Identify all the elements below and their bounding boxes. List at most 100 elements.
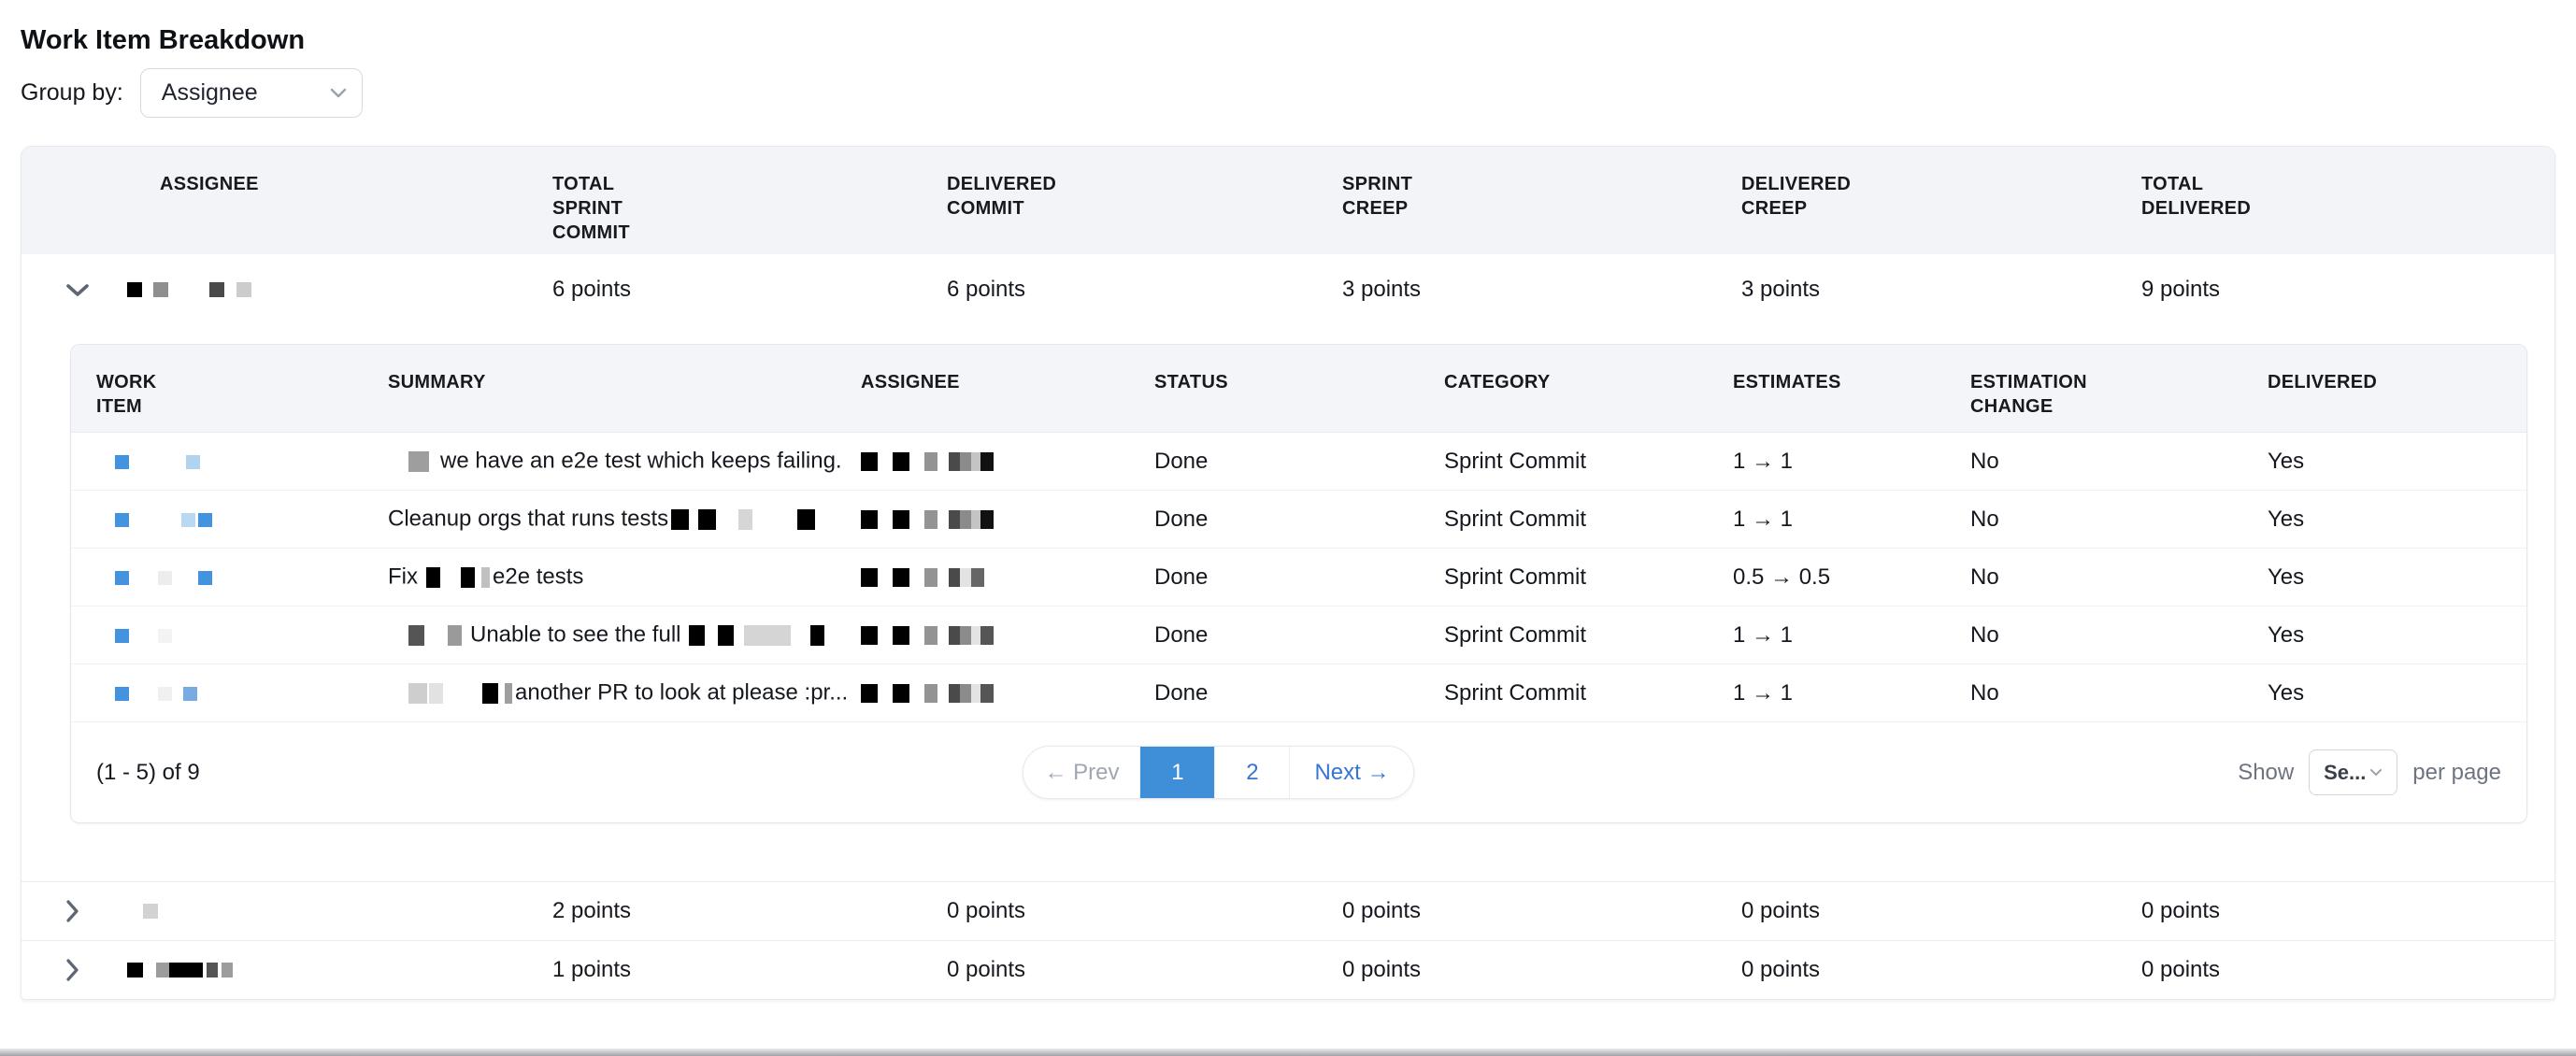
work-item-estimates: 1 → 1 [1733,679,1794,706]
col-header-delivered: Delivered [2268,372,2378,392]
work-item-estimates: 1 → 1 [1733,448,1794,474]
assignee-name-redacted [127,903,552,920]
work-item-status: Done [1154,564,1209,590]
work-item-status: Done [1154,679,1209,706]
work-item-estimation-change: No [1970,506,1999,532]
work-item-summary: we have an e2e test which keeps failing. [388,448,861,475]
col-header-status: Status [1154,372,1228,392]
work-item-assignee-redacted [861,622,1154,649]
work-item-estimates: 0.5 → 0.5 [1733,564,1831,590]
col-header-assignee: Assignee [861,372,960,392]
sprint-creep-value: 0 points [1342,898,1422,923]
collapse-group-button[interactable] [21,282,127,298]
page-title: Work Item Breakdown [21,25,306,55]
work-item-summary: Fix e2e tests [388,564,584,590]
col-header-summary: Summary [388,372,486,392]
work-item-type-icons [96,507,388,533]
work-item-breakdown-table: Assignee Total Sprint Commit Delivered C… [21,146,2555,1000]
page-size-controls: Show Se... per page [2238,749,2501,795]
expand-group-button[interactable] [21,957,127,983]
per-page-label: per page [2412,759,2501,785]
subtable-header: Work Item Summary Assignee Status Catego… [71,345,2526,433]
pagination-pill: ← Prev 1 2 Next → [1023,746,1415,799]
work-item-summary: another PR to look at please :pr... [388,679,861,706]
work-item-summary: Unable to see the full [388,621,861,649]
group-row[interactable]: 2 points 0 points 0 points 0 points 0 po… [21,881,2555,940]
group-by-value: Assignee [161,79,258,106]
sprint-creep-value: 0 points [1342,957,1422,982]
work-item-assignee-redacted [861,449,1154,475]
group-row[interactable]: 6 points 6 points 3 points 3 points 9 po… [21,254,2555,325]
work-items-subtable: Work Item Summary Assignee Status Catego… [70,344,2527,823]
group-by-select[interactable]: Assignee [139,68,363,118]
chevron-down-icon [2369,768,2383,777]
work-item-assignee-redacted [861,564,1154,591]
expand-group-button[interactable] [21,898,127,924]
work-item-summary: Cleanup orgs that runs tests [388,506,861,533]
pagination-range-label: (1 - 5) of 9 [96,759,200,785]
page-size-value: Se... [2324,760,2367,784]
work-item-breakdown-page: Work Item Breakdown Group by: Assignee A… [0,24,2576,1056]
outer-table-header: Assignee Total Sprint Commit Delivered C… [21,147,2555,254]
work-item-category: Sprint Commit [1444,448,1587,474]
delivered-commit-value: 0 points [947,957,1026,982]
work-item-row: Fix e2e tests Done Sprint Commit 0.5 → 0.… [71,549,2526,606]
chevron-right-icon [64,957,80,983]
col-header-total-sprint-commit: Total Sprint Commit [552,174,630,243]
page-1-button[interactable]: 1 [1139,747,1215,798]
group-by-label: Group by: [21,79,123,106]
work-item-delivered: Yes [2268,506,2305,532]
work-item-status: Done [1154,621,1209,648]
total-sprint-commit-value: 6 points [552,277,632,302]
work-item-type-icons [96,449,388,475]
work-item-assignee-redacted [861,507,1154,533]
total-sprint-commit-value: 2 points [552,898,632,923]
header-spacer [21,147,127,172]
col-header-sprint-creep: Sprint Creep [1342,174,1413,219]
group-by-row: Group by: Assignee [21,68,2576,118]
delivered-commit-value: 0 points [947,898,1026,923]
prev-page-button[interactable]: ← Prev [1023,747,1140,798]
work-item-row: another PR to look at please :pr... Done… [71,664,2526,722]
work-item-estimates: 1 → 1 [1733,506,1794,532]
sprint-creep-value: 3 points [1342,277,1422,302]
assignee-name-redacted [127,281,552,298]
work-item-row: we have an e2e test which keeps failing.… [71,433,2526,491]
chevron-right-icon [64,898,80,924]
assignee-group-expanded: 6 points 6 points 3 points 3 points 9 po… [21,254,2555,823]
work-item-estimates: 1 → 1 [1733,621,1794,648]
page-2-button[interactable]: 2 [1214,747,1290,798]
col-header-delivered-commit: Delivered Commit [947,174,1057,219]
work-item-estimation-change: No [1970,679,1999,706]
col-header-estimates: Estimates [1733,372,1841,392]
delivered-commit-value: 6 points [947,277,1026,302]
total-sprint-commit-value: 1 points [552,957,632,982]
col-header-category: Category [1444,372,1551,392]
delivered-creep-value: 3 points [1741,277,1821,302]
group-row[interactable]: 1 points 0 points 0 points 0 points 0 po… [21,940,2555,999]
work-item-row: Unable to see the full Done Sprint Commi… [71,606,2526,664]
work-item-type-icons [96,564,388,591]
next-page-button[interactable]: Next → [1289,747,1414,798]
work-item-estimation-change: No [1970,448,1999,474]
work-item-delivered: Yes [2268,448,2305,474]
work-item-estimation-change: No [1970,621,1999,648]
work-item-category: Sprint Commit [1444,564,1587,590]
col-header-assignee: Assignee [160,174,259,194]
work-item-type-icons [96,680,388,706]
work-item-estimation-change: No [1970,564,1999,590]
work-item-type-icons [96,622,388,649]
show-label: Show [2238,759,2295,785]
work-item-assignee-redacted [861,680,1154,706]
chevron-down-icon [330,88,347,98]
work-item-category: Sprint Commit [1444,679,1587,706]
delivered-creep-value: 0 points [1741,957,1821,982]
total-delivered-value: 0 points [2141,957,2221,982]
pagination-bar: (1 - 5) of 9 ← Prev 1 2 Next → Show Se..… [71,722,2526,822]
work-item-row: Cleanup orgs that runs tests Done Sprint… [71,491,2526,549]
delivered-creep-value: 0 points [1741,898,1821,923]
page-size-select[interactable]: Se... [2309,749,2398,795]
work-item-status: Done [1154,448,1209,474]
col-header-delivered-creep: Delivered Creep [1741,174,1852,219]
work-item-category: Sprint Commit [1444,506,1587,532]
